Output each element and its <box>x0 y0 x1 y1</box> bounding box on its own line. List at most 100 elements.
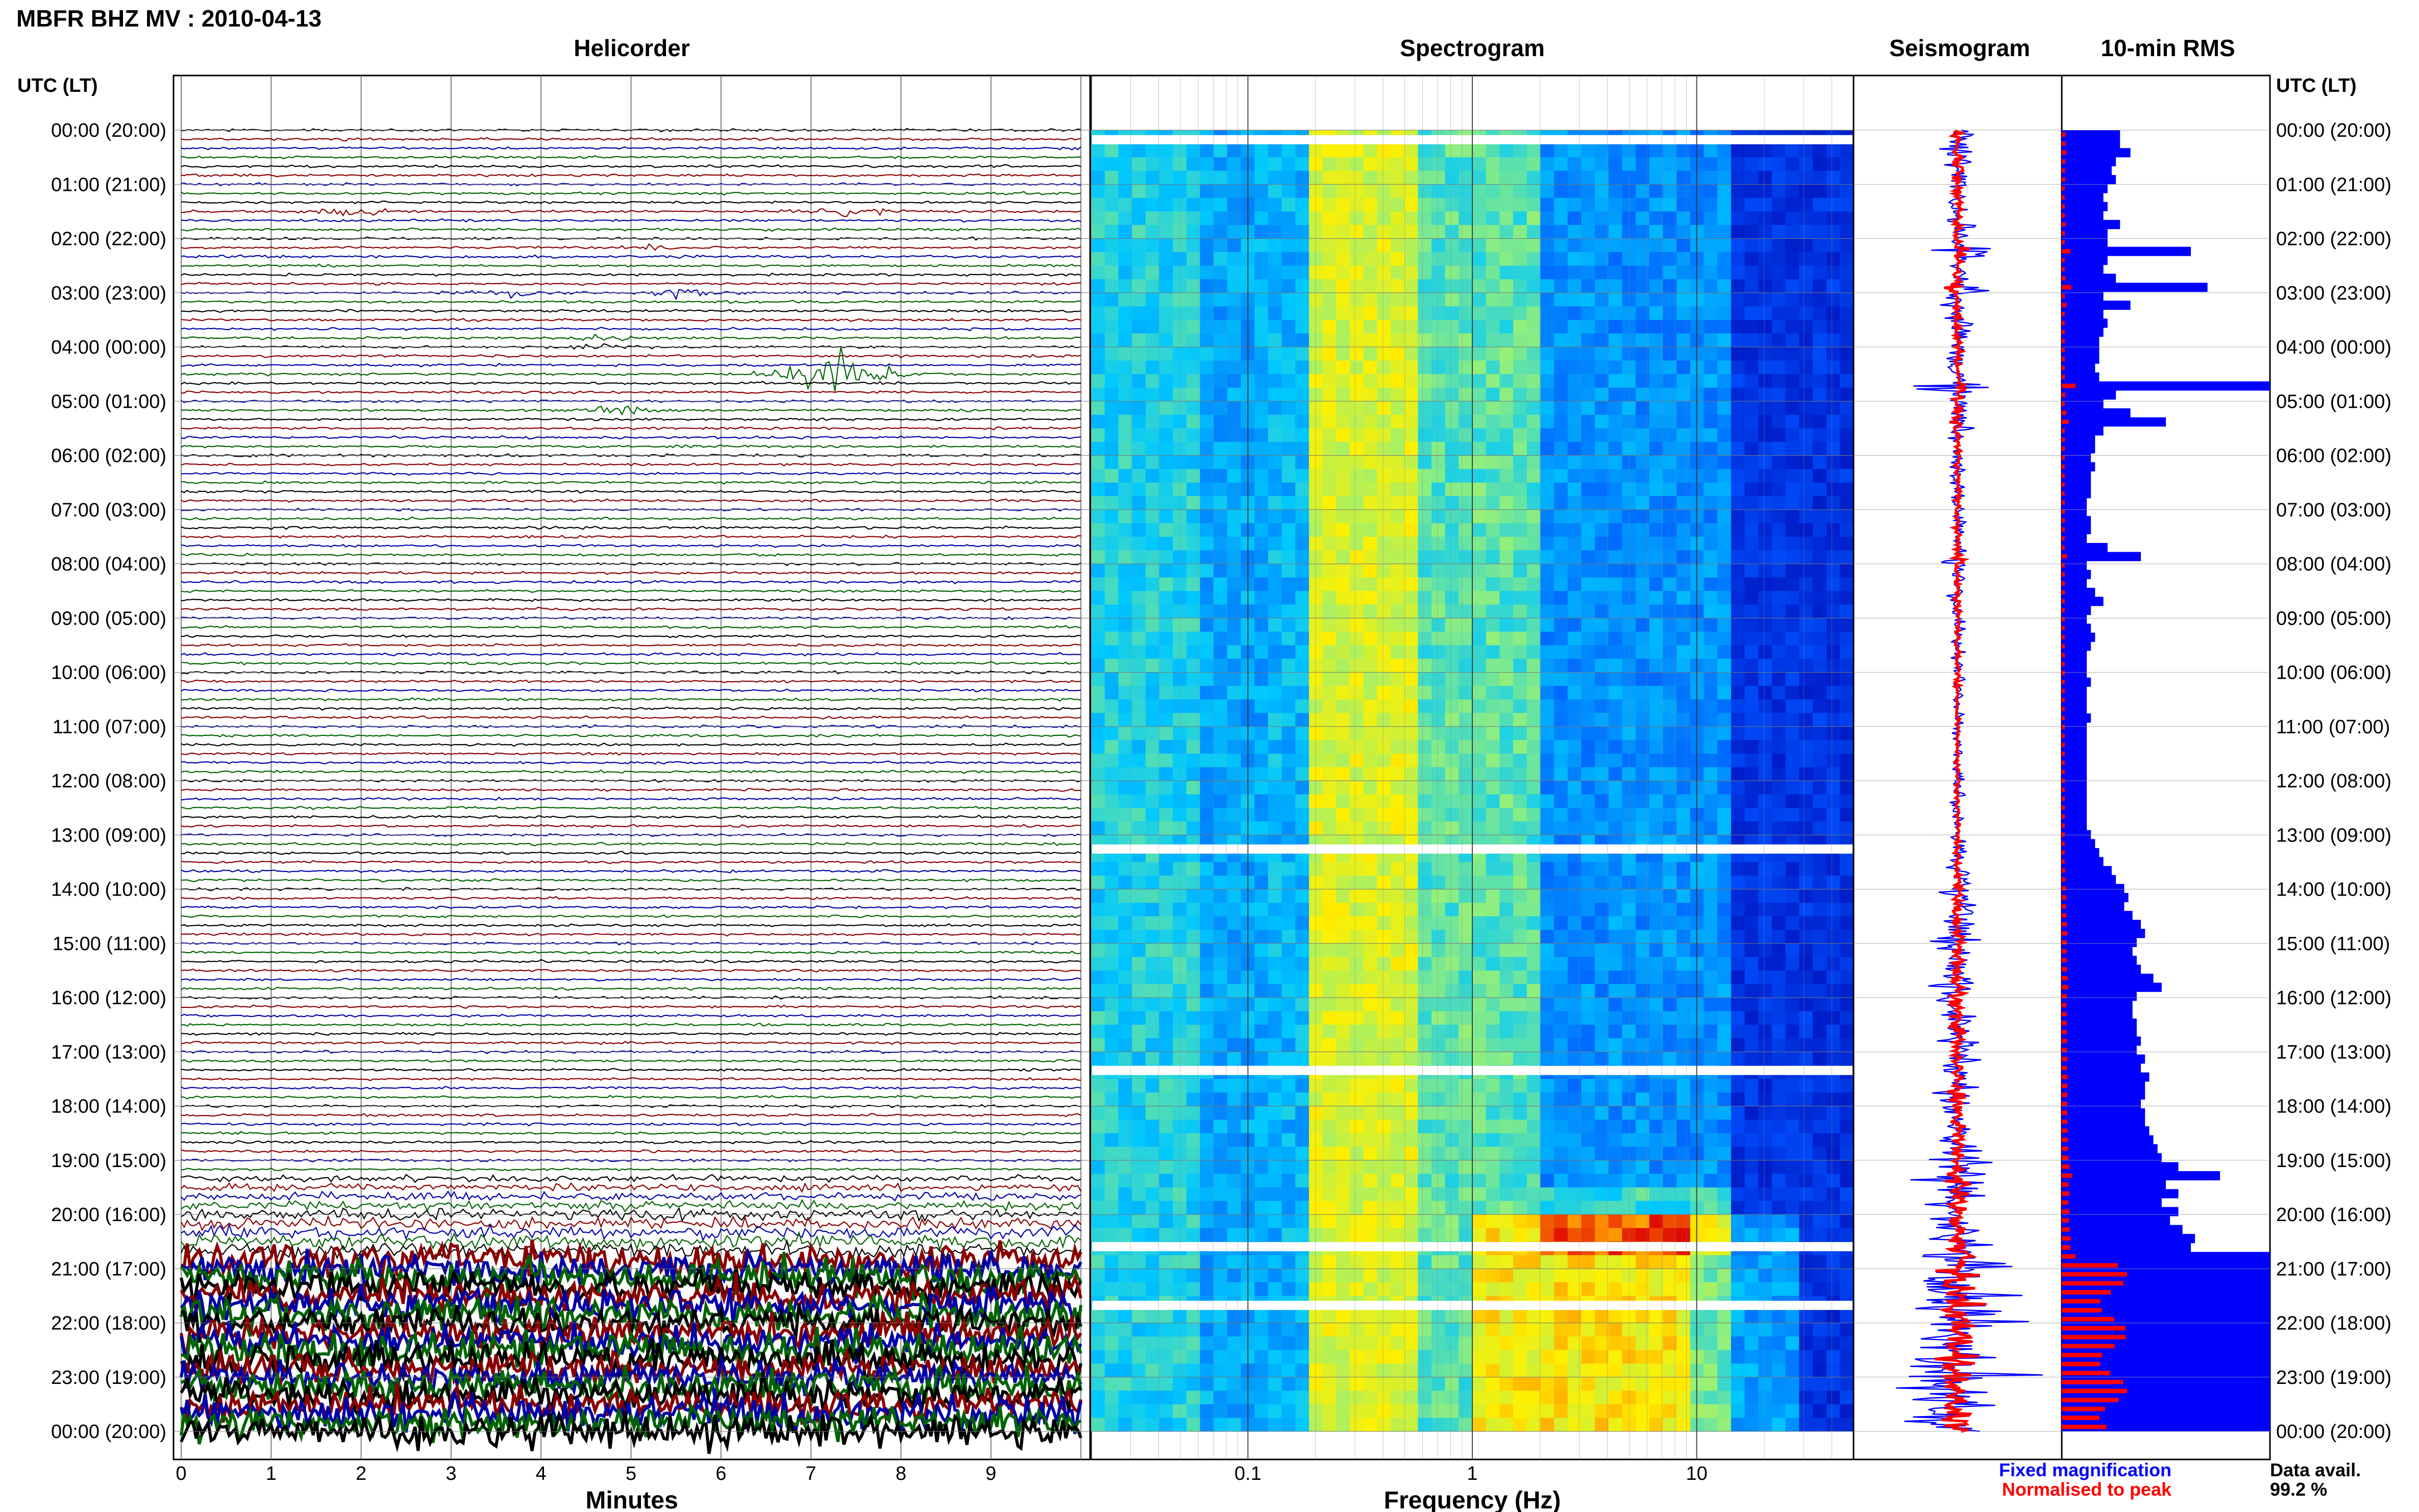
spectrogram-cell <box>1214 509 1228 524</box>
spectrogram-cell <box>1322 862 1337 876</box>
spectrogram-cell <box>1254 970 1269 985</box>
spectrogram-cell <box>1840 414 1854 429</box>
spectrogram-cell <box>1704 387 1718 402</box>
spectrogram-cell <box>1091 794 1105 808</box>
spectrogram-cell <box>1785 1092 1799 1107</box>
spectrogram-cell <box>1704 455 1718 469</box>
spectrogram-cell <box>1104 1133 1119 1147</box>
spectrogram-cell <box>1309 713 1323 727</box>
spectrogram-cell <box>1377 455 1391 469</box>
spectrogram-cell <box>1118 699 1132 713</box>
spectrogram-cell <box>1513 252 1527 266</box>
spectrogram-cell <box>1254 319 1269 334</box>
spectrogram-cell <box>1758 577 1772 591</box>
spectrogram-cell <box>1404 686 1418 700</box>
spectrogram-cell <box>1418 699 1432 713</box>
spectrogram-cell <box>1744 225 1759 239</box>
spectrogram-cell <box>1118 903 1132 917</box>
spectrogram-cell <box>1390 441 1405 456</box>
spectrogram-cell <box>1499 414 1514 429</box>
spectrogram-cell <box>1254 550 1269 564</box>
spectrogram-cell <box>1200 794 1214 808</box>
spectrogram-cell <box>1132 1038 1146 1052</box>
spectrogram-cell <box>1676 157 1691 171</box>
spectrogram-cell <box>1799 333 1813 348</box>
spectrogram-cell <box>1581 279 1595 293</box>
spectrogram-cell <box>1771 238 1786 253</box>
spectrogram-cell <box>1472 564 1487 578</box>
spectrogram-cell <box>1540 1038 1554 1052</box>
spectrogram-cell <box>1636 604 1650 618</box>
spectrogram-cell <box>1581 482 1595 497</box>
spectrogram-cell <box>1704 292 1718 307</box>
spectrogram-cell <box>1499 889 1514 903</box>
helicorder-trace <box>181 733 1081 738</box>
spectrogram-cell <box>1431 536 1446 551</box>
spectrogram-cell <box>1799 604 1813 618</box>
helicorder-trace <box>181 1190 1081 1202</box>
spectrogram-cell <box>1254 1160 1269 1174</box>
spectrogram-cell <box>1785 496 1799 510</box>
spectrogram-cell <box>1445 469 1459 483</box>
spectrogram-cell <box>1349 360 1364 375</box>
spectrogram-cell <box>1227 672 1242 686</box>
spectrogram-cell <box>1486 1282 1500 1296</box>
spectrogram-cell <box>1785 916 1799 930</box>
spectrogram-cell <box>1785 523 1799 537</box>
spectrogram-cell <box>1649 604 1664 618</box>
spectrogram-cell <box>1513 943 1527 957</box>
spectrogram-cell <box>1459 1147 1473 1161</box>
spectrogram-cell <box>1826 1011 1840 1025</box>
spectrogram-cell <box>1349 347 1364 361</box>
spectrogram-cell <box>1159 875 1173 890</box>
spectrogram-cell <box>1214 143 1228 158</box>
spectrogram-cell <box>1377 401 1391 415</box>
spectrogram-cell <box>1336 482 1350 497</box>
spectrogram-cell <box>1717 889 1732 903</box>
spectrogram-cell <box>1363 740 1377 754</box>
spectrogram-cell <box>1349 808 1364 822</box>
spectrogram-cell <box>1104 1147 1119 1161</box>
spectrogram-cell <box>1200 713 1214 727</box>
spectrogram-cell <box>1636 686 1650 700</box>
spectrogram-cell <box>1758 1079 1772 1093</box>
spectrogram-cell <box>1540 740 1554 754</box>
spectrogram-cell <box>1771 374 1786 388</box>
spectrogram-cell <box>1214 1174 1228 1188</box>
spectrogram-cell <box>1118 197 1132 212</box>
spectrogram-cell <box>1145 686 1159 700</box>
spectrogram-cell <box>1227 469 1242 483</box>
spectrogram-cell <box>1254 767 1269 781</box>
spectrogram-cell <box>1704 998 1718 1012</box>
spectrogram-cell <box>1526 1174 1541 1188</box>
spectrogram-cell <box>1717 252 1732 266</box>
spectrogram-cell <box>1268 536 1282 551</box>
spectrogram-cell <box>1132 903 1146 917</box>
spectrogram-cell <box>1173 1120 1187 1134</box>
spectrogram-cell <box>1649 347 1664 361</box>
spectrogram-cell <box>1595 1214 1609 1229</box>
spectrogram-cell <box>1663 1174 1677 1188</box>
spectrogram-cell <box>1404 414 1418 429</box>
spectrogram-cell <box>1200 767 1214 781</box>
spectrogram-cell <box>1799 1092 1813 1107</box>
spectrogram-cell <box>1214 1052 1228 1066</box>
spectrogram-cell <box>1554 889 1568 903</box>
spectrogram-cell <box>1744 564 1759 578</box>
spectrogram-cell <box>1159 374 1173 388</box>
spectrogram-cell <box>1499 184 1514 199</box>
helicorder-trace <box>181 923 1081 928</box>
spectrogram-cell <box>1227 781 1242 795</box>
spectrogram-cell <box>1799 211 1813 226</box>
spectrogram-cell <box>1554 550 1568 564</box>
spectrogram-cell <box>1104 550 1119 564</box>
spectrogram-cell <box>1118 333 1132 348</box>
spectrogram-cell <box>1104 197 1119 212</box>
spectrogram-cell <box>1459 279 1473 293</box>
spectrogram-cell <box>1649 523 1664 537</box>
spectrogram-cell <box>1363 713 1377 727</box>
spectrogram-cell <box>1472 821 1487 835</box>
spectrogram-cell <box>1785 225 1799 239</box>
spectrogram-cell <box>1704 1025 1718 1039</box>
spectrogram-cell <box>1445 1228 1459 1242</box>
